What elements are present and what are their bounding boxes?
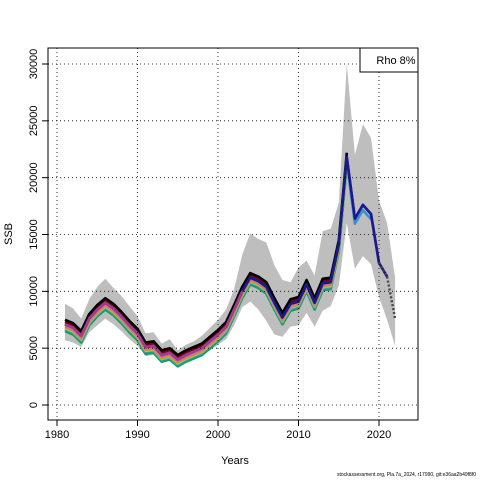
x-tick-label: 2000 [206, 429, 230, 441]
x-tick-label: 2020 [367, 429, 391, 441]
series-line-7 [64, 242, 341, 359]
y-tick-label: 20000 [28, 162, 40, 193]
legend-label: Rho 8% [376, 55, 415, 67]
y-tick-label: 15000 [28, 219, 40, 250]
grid [48, 48, 418, 420]
series-line-8 [64, 152, 349, 357]
y-tick-label: 25000 [28, 106, 40, 137]
x-tick-label: 2010 [286, 429, 310, 441]
y-tick-label: 30000 [28, 49, 40, 80]
footer-text: stockassessment.org, Pla.7a_2024, r17990… [337, 472, 476, 478]
x-tick-label: 1990 [125, 429, 149, 441]
legend-box [359, 47, 419, 73]
x-axis-label: Years [221, 455, 249, 467]
x-axis: 1980 1990 2000 2010 2020 [45, 420, 391, 441]
y-tick-label: 0 [28, 402, 40, 408]
y-axis-label: SSB [3, 223, 15, 245]
y-axis: 0 5000 10000 15000 20000 25000 30000 [28, 49, 48, 408]
y-tick-label: 5000 [28, 336, 40, 360]
y-tick-label: 10000 [28, 276, 40, 307]
legend: Rho 8% [359, 47, 419, 73]
plot-area [64, 64, 397, 368]
forecast-dotted-line [377, 262, 397, 319]
series-line-11 [64, 290, 244, 361]
x-tick-label: 1980 [45, 429, 69, 441]
